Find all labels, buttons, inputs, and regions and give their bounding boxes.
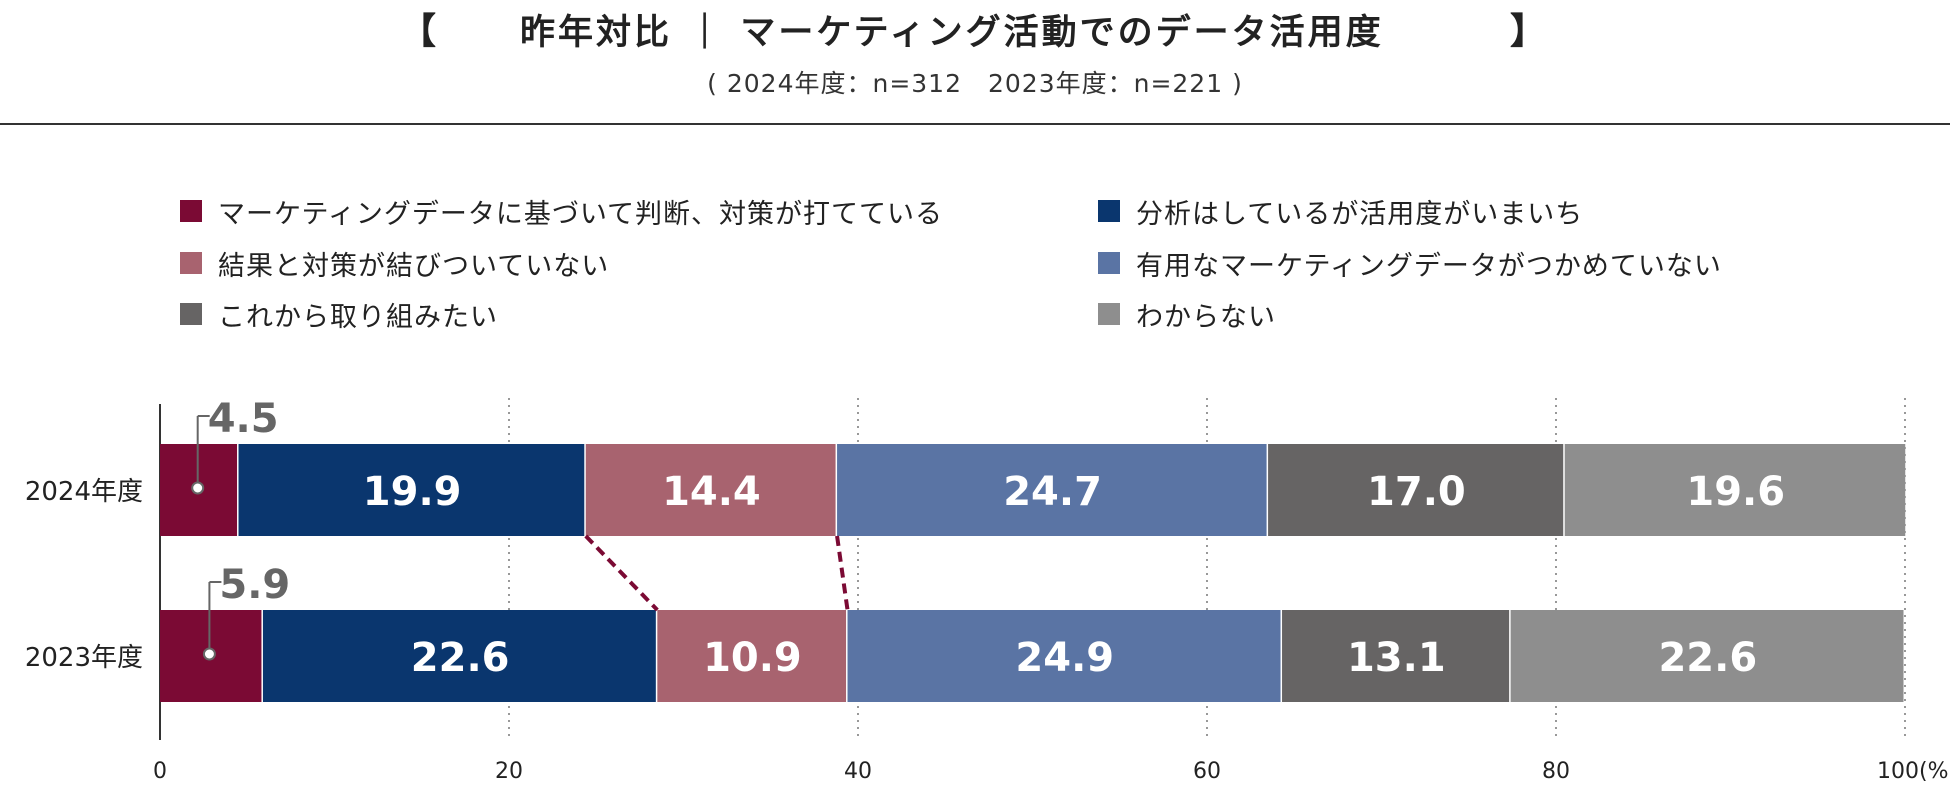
x-tick-label: 40: [844, 759, 872, 784]
legend-label: 分析はしているが活用度がいまいち: [1136, 198, 1584, 230]
data-label: 19.9: [363, 469, 462, 515]
data-label: 5.9: [219, 562, 290, 608]
callout-dot: [191, 481, 205, 495]
data-label: 22.6: [1658, 635, 1757, 681]
legend-swatch-icon: [1098, 252, 1120, 274]
connector-line: [584, 534, 659, 612]
bar-segment: [847, 610, 1281, 702]
x-axis-unit: (%): [1919, 759, 1950, 784]
data-label: 14.4: [662, 469, 761, 515]
bar-segment: [585, 444, 836, 536]
bar-segment: [1268, 444, 1564, 536]
bar-segment: [657, 610, 847, 702]
legend-item: わからない: [1098, 296, 1276, 333]
x-tick-label: 60: [1193, 759, 1221, 784]
legend-label: これから取り組みたい: [218, 301, 498, 333]
legend-swatch-icon: [180, 200, 202, 222]
chart-title: 【 昨年対比 ｜ マーケティング活動でのデータ活用度 】: [0, 2, 1950, 53]
legend-label: マーケティングデータに基づいて判断、対策が打てている: [218, 198, 944, 230]
legend-swatch-icon: [1098, 200, 1120, 222]
connector-line: [835, 535, 850, 611]
data-label: 24.9: [1015, 635, 1114, 681]
legend-label: わからない: [1136, 301, 1276, 333]
callout-dot: [202, 647, 216, 661]
data-label: 22.6: [411, 635, 510, 681]
header-divider: [0, 123, 1950, 125]
bar-segment: [1510, 610, 1904, 702]
data-label: 4.5: [208, 396, 279, 442]
bar-segment: [837, 444, 1267, 536]
title-bracket-close: 】: [1510, 11, 1547, 52]
legend-swatch-icon: [180, 252, 202, 274]
bar-segment: [262, 610, 656, 702]
legend-item: 分析はしているが活用度がいまいち: [1098, 193, 1584, 230]
legend-label: 有用なマーケティングデータがつかめていない: [1136, 250, 1722, 282]
legend-item: 結果と対策が結びついていない: [180, 245, 610, 282]
legend-item: 有用なマーケティングデータがつかめていない: [1098, 245, 1722, 282]
data-label: 17.0: [1367, 469, 1466, 515]
x-tick-label: 0: [153, 759, 167, 784]
x-tick-label: 100: [1877, 759, 1919, 784]
data-label: 19.6: [1686, 469, 1785, 515]
legend-label: 結果と対策が結びついていない: [218, 250, 610, 282]
x-tick-label: 80: [1542, 759, 1570, 784]
bar-segment: [238, 444, 585, 536]
legend-swatch-icon: [180, 303, 202, 325]
legend-item: マーケティングデータに基づいて判断、対策が打てている: [180, 193, 944, 230]
data-label: 10.9: [703, 635, 802, 681]
legend-item: これから取り組みたい: [180, 296, 498, 333]
bar-segment: [1282, 610, 1510, 702]
category-label: 2023年度: [25, 643, 143, 673]
legend-swatch-icon: [1098, 303, 1120, 325]
title-text: 昨年対比 ｜ マーケティング活動でのデータ活用度: [520, 13, 1384, 53]
bar-segment: [1564, 444, 1906, 536]
chart-subtitle: ( 2024年度：n=312 2023年度：n=221 ): [707, 69, 1243, 98]
data-label: 13.1: [1347, 635, 1446, 681]
x-tick-label: 20: [495, 759, 523, 784]
category-label: 2024年度: [25, 477, 143, 507]
data-label: 24.7: [1003, 469, 1102, 515]
title-bracket-open: 【: [400, 11, 437, 52]
stacked-bar-chart: 0 20 40 60 80 100(%) 2024年度 4.5 19.9 14.4 24.7 17.0…: [25, 396, 1950, 784]
